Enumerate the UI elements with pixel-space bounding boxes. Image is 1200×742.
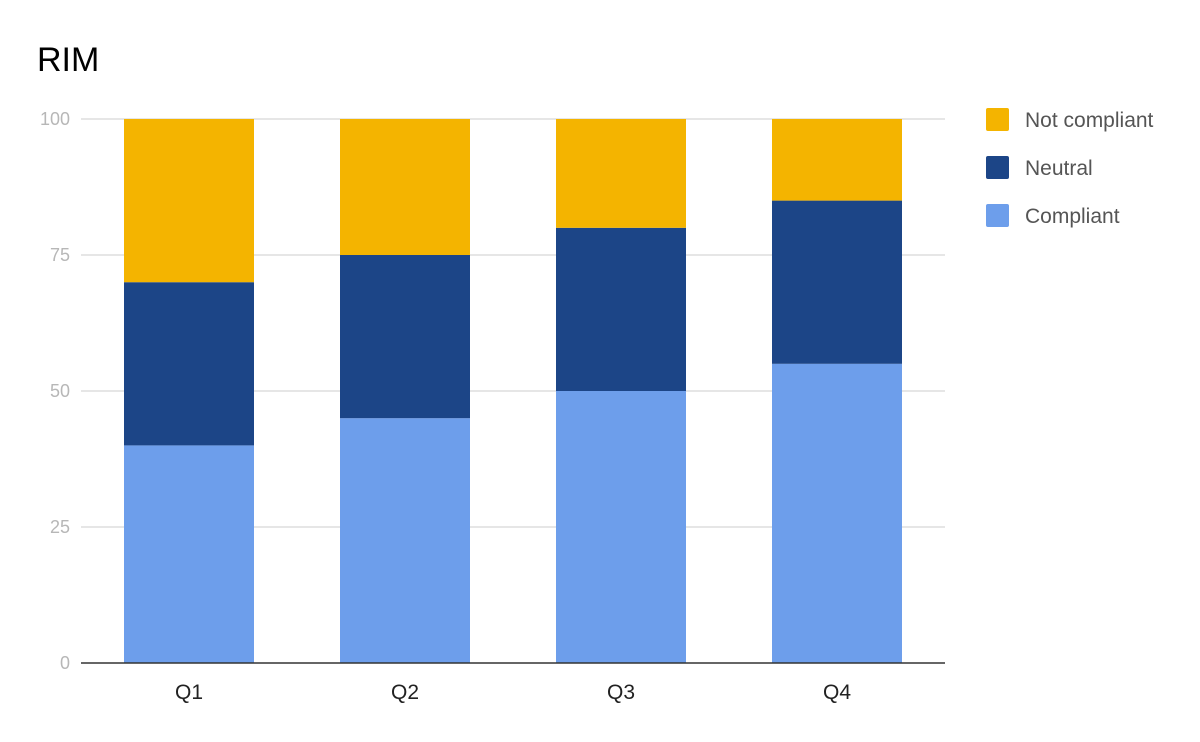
bar-q1-neutral bbox=[124, 282, 254, 446]
legend-swatch bbox=[986, 108, 1009, 131]
x-tick-label: Q1 bbox=[175, 681, 203, 704]
y-tick-label: 100 bbox=[40, 109, 70, 129]
bar-q4-neutral bbox=[772, 200, 902, 364]
y-tick-label: 25 bbox=[50, 517, 70, 537]
legend-label: Neutral bbox=[1025, 157, 1093, 180]
bar-q4-compliant bbox=[772, 363, 902, 663]
chart-title: RIM bbox=[37, 41, 99, 79]
y-tick-label: 50 bbox=[50, 381, 70, 401]
bar-q3-compliant bbox=[556, 391, 686, 663]
legend: Not compliant Neutral Compliant bbox=[986, 108, 1154, 228]
bar-q2-not-compliant bbox=[340, 119, 470, 255]
x-axis-ticks: Q1 Q2 Q3 Q4 bbox=[175, 681, 851, 704]
bar-q3-neutral bbox=[556, 227, 686, 391]
bar-q2-neutral bbox=[340, 255, 470, 419]
x-tick-label: Q2 bbox=[391, 681, 419, 704]
x-tick-label: Q3 bbox=[607, 681, 635, 704]
bar-q1-not-compliant bbox=[124, 119, 254, 283]
legend-label: Not compliant bbox=[1025, 109, 1154, 132]
bar-q3-not-compliant bbox=[556, 119, 686, 228]
legend-label: Compliant bbox=[1025, 205, 1120, 228]
x-tick-label: Q4 bbox=[823, 681, 851, 704]
bars bbox=[124, 119, 902, 663]
bar-q1-compliant bbox=[124, 445, 254, 663]
y-tick-label: 0 bbox=[60, 653, 70, 673]
y-tick-label: 75 bbox=[50, 245, 70, 265]
bar-q2-compliant bbox=[340, 418, 470, 663]
bar-q4-not-compliant bbox=[772, 119, 902, 201]
legend-swatch bbox=[986, 204, 1009, 227]
y-axis-ticks: 0 25 50 75 100 bbox=[40, 109, 70, 673]
legend-swatch bbox=[986, 156, 1009, 179]
